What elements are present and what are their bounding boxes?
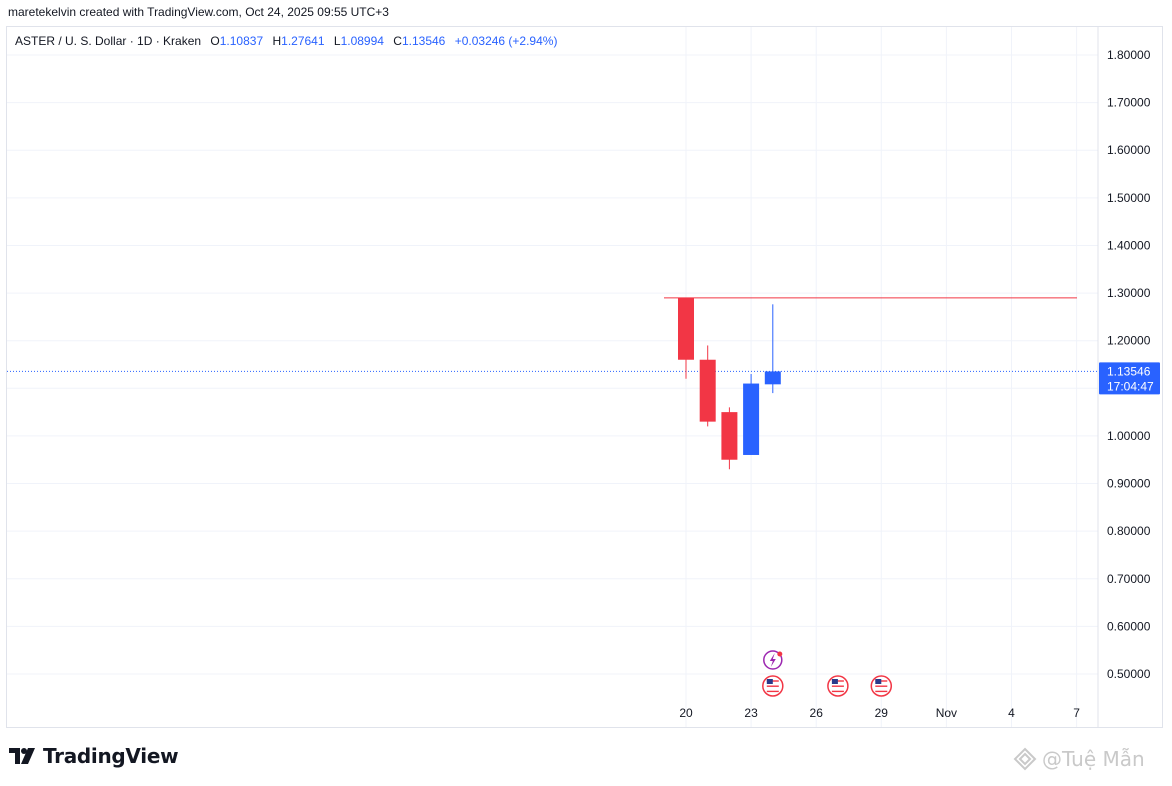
candle-body[interactable] [721, 412, 738, 460]
x-tick-label: 7 [1073, 706, 1080, 720]
x-tick-label: 23 [744, 706, 758, 720]
chart-frame [6, 26, 1163, 728]
tradingview-logo[interactable]: TradingView [9, 744, 179, 768]
watermark-text: @Tuệ Mẫn [1042, 747, 1145, 771]
last-price-label: 1.13546 [1107, 364, 1151, 378]
low-value: 1.08994 [340, 34, 384, 48]
x-tick-label: 20 [679, 706, 693, 720]
flag-canton [875, 679, 882, 684]
change-value: +0.03246 (+2.94%) [454, 34, 558, 48]
diamond-icon [1013, 747, 1037, 771]
open-label: O [210, 34, 220, 48]
y-tick-label: 0.90000 [1107, 477, 1151, 491]
x-tick-label: 26 [810, 706, 824, 720]
y-tick-label: 1.50000 [1107, 191, 1151, 205]
candle-body[interactable] [699, 359, 716, 422]
candle-body[interactable] [743, 383, 760, 455]
candle-body[interactable] [678, 297, 694, 360]
low-label: L [333, 34, 341, 48]
tradingview-brand: TradingView [43, 744, 179, 768]
y-tick-label: 0.60000 [1107, 619, 1151, 633]
close-value: 1.13546 [401, 34, 446, 48]
x-tick-label: 29 [875, 706, 889, 720]
candle-body[interactable] [764, 371, 781, 385]
x-tick-label: 4 [1008, 706, 1015, 720]
close-label: C [393, 34, 402, 48]
open-value: 1.10837 [219, 34, 264, 48]
x-tick-label: Nov [936, 706, 957, 720]
y-tick-label: 1.20000 [1107, 334, 1151, 348]
lightning-bolt-shape [769, 653, 776, 667]
tradingview-logo-icon [9, 748, 35, 764]
flag-canton [766, 679, 773, 684]
y-tick-label: 0.70000 [1107, 572, 1151, 586]
y-tick-label: 1.70000 [1107, 96, 1151, 110]
symbol-legend: ASTER / U. S. Dollar · 1D · Kraken O1.10… [15, 34, 557, 48]
watermark: @Tuệ Mẫn [1012, 746, 1145, 772]
y-tick-label: 1.30000 [1107, 286, 1151, 300]
y-tick-label: 0.80000 [1107, 524, 1151, 538]
y-tick-label: 1.00000 [1107, 429, 1151, 443]
notification-dot [777, 651, 783, 657]
attribution-text: maretekelvin created with TradingView.co… [8, 5, 389, 19]
high-label: H [272, 34, 282, 48]
flag-canton [831, 679, 838, 684]
countdown-label: 17:04:47 [1107, 379, 1154, 393]
y-tick-label: 0.50000 [1107, 667, 1151, 681]
symbol-title[interactable]: ASTER / U. S. Dollar · 1D · Kraken [15, 34, 202, 48]
last-price-badge [1099, 362, 1160, 395]
y-tick-label: 1.40000 [1107, 238, 1151, 252]
y-tick-label: 1.60000 [1107, 143, 1151, 157]
high-value: 1.27641 [281, 34, 325, 48]
y-tick-label: 1.80000 [1107, 48, 1151, 62]
